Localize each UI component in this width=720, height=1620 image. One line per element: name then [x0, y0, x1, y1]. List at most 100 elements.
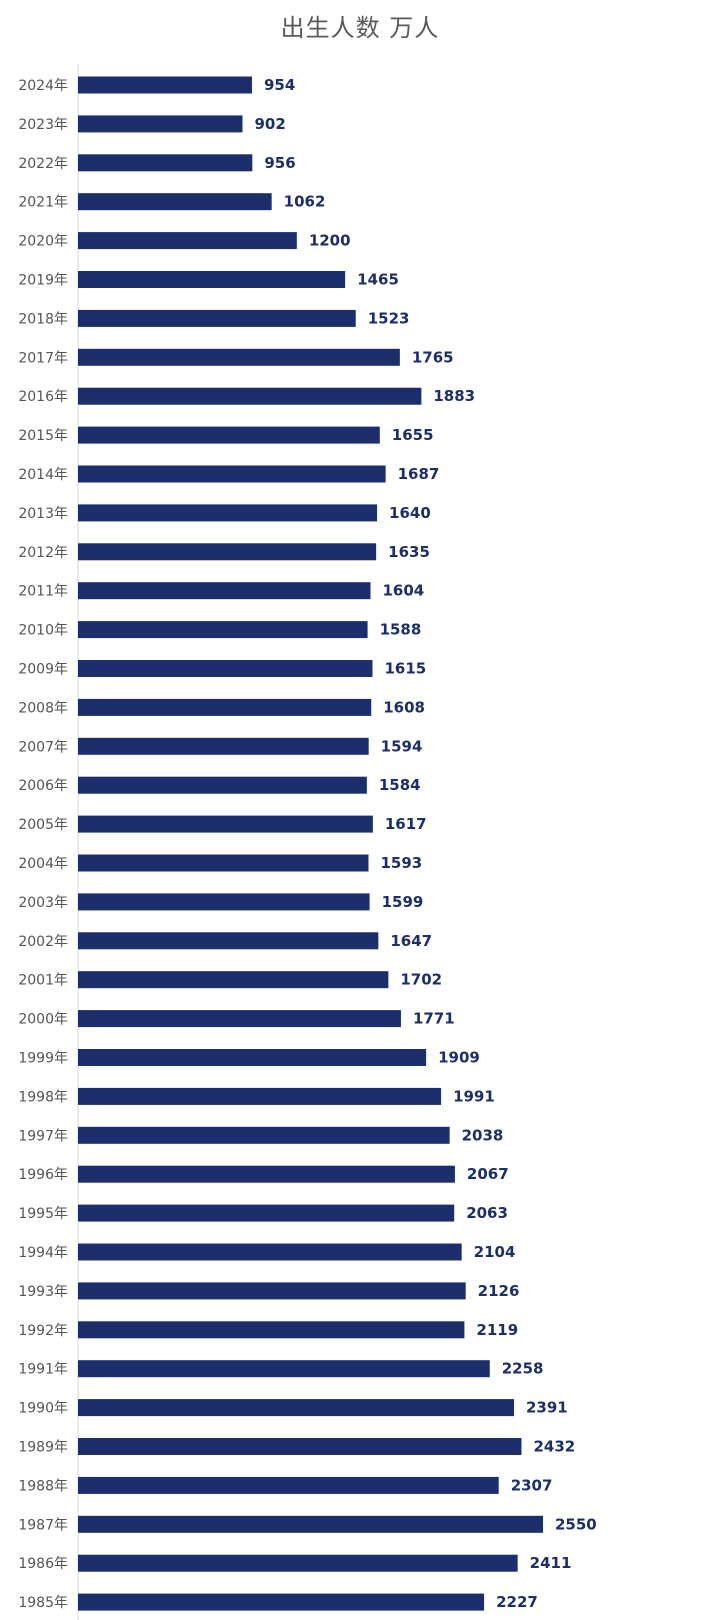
y-tick-label: 2017年 [18, 350, 68, 366]
bar [78, 193, 272, 211]
bar-value-label: 954 [264, 76, 295, 94]
bar [78, 893, 370, 911]
bar-value-label: 1594 [381, 737, 423, 755]
y-tick-label: 1988年 [18, 1478, 68, 1494]
bar [78, 1282, 466, 1300]
bar-value-label: 1765 [412, 348, 454, 366]
bar-value-label: 2307 [511, 1476, 553, 1494]
y-tick-label: 1990年 [18, 1401, 68, 1417]
y-tick-label: 1995年 [18, 1206, 68, 1222]
bar-value-label: 1617 [385, 815, 427, 833]
bar [78, 660, 373, 677]
y-tick-label: 1999年 [18, 1051, 68, 1067]
bar [78, 1049, 427, 1066]
bar [78, 1360, 490, 1378]
chart-title: 出生人数 万人 [280, 14, 440, 42]
bar [78, 1126, 450, 1144]
bar [78, 465, 386, 483]
bar [78, 1243, 462, 1261]
bar [78, 1593, 485, 1611]
bar-value-label: 1604 [382, 582, 424, 600]
bar-value-label: 2391 [526, 1399, 568, 1417]
bar-value-label: 956 [264, 154, 295, 172]
y-tick-label: 2006年 [18, 778, 68, 794]
bar-value-label: 1655 [392, 426, 434, 444]
y-tick-label: 2021年 [18, 195, 68, 211]
y-tick-label: 1996年 [18, 1167, 68, 1183]
bar-value-label: 1062 [284, 193, 326, 211]
bar [78, 309, 356, 327]
y-tick-label: 2016年 [18, 389, 68, 405]
y-tick-label: 2002年 [18, 934, 68, 950]
bar-value-label: 1599 [382, 893, 424, 911]
bar [78, 815, 373, 833]
bar-value-label: 1465 [357, 271, 399, 289]
bar-value-label: 1200 [309, 232, 351, 250]
bar [78, 1204, 455, 1222]
bar-value-label: 2550 [555, 1515, 597, 1533]
bar [78, 1165, 455, 1183]
y-tick-label: 2020年 [18, 234, 68, 250]
y-tick-label: 2010年 [18, 623, 68, 639]
bar [78, 154, 253, 172]
bar-value-label: 2258 [502, 1360, 544, 1378]
y-tick-label: 1998年 [18, 1089, 68, 1105]
bar [78, 76, 252, 94]
y-tick-label: 2024年 [18, 78, 68, 94]
y-tick-label: 1994年 [18, 1245, 68, 1261]
bar [78, 271, 346, 288]
y-tick-label: 2011年 [18, 584, 68, 600]
y-tick-label: 2005年 [18, 817, 68, 833]
bar [78, 971, 389, 989]
bar-value-label: 2063 [466, 1204, 508, 1222]
y-tick-label: 2018年 [18, 311, 68, 327]
bar [78, 426, 380, 444]
y-tick-label: 2001年 [18, 973, 68, 989]
bar [78, 115, 243, 133]
bar [78, 776, 367, 794]
bar-value-label: 1635 [388, 543, 430, 561]
y-tick-label: 1989年 [18, 1440, 68, 1456]
y-tick-label: 1985年 [18, 1595, 68, 1611]
bar [78, 737, 369, 755]
bar [78, 621, 368, 639]
y-tick-label: 2003年 [18, 895, 68, 911]
y-tick-label: 2007年 [18, 739, 68, 755]
bar [78, 232, 297, 250]
bar-value-label: 2411 [530, 1554, 572, 1572]
y-tick-label: 1992年 [18, 1323, 68, 1339]
bar-value-label: 2038 [462, 1126, 504, 1144]
y-tick-label: 1991年 [18, 1362, 68, 1378]
bar-value-label: 2432 [533, 1438, 575, 1456]
bar-value-label: 1588 [380, 621, 422, 639]
bar [78, 1515, 543, 1533]
bar-value-label: 1991 [453, 1087, 495, 1105]
bar-value-label: 1593 [380, 854, 422, 872]
y-tick-label: 2013年 [18, 506, 68, 522]
bar [78, 1399, 515, 1417]
bar-value-label: 1909 [438, 1049, 480, 1067]
bar-value-label: 1523 [368, 309, 410, 327]
bar-value-label: 1771 [413, 1010, 455, 1028]
bar-value-label: 2227 [496, 1593, 538, 1611]
y-tick-label: 2000年 [18, 1012, 68, 1028]
bar-value-label: 1702 [400, 971, 442, 989]
bar-value-label: 1883 [433, 387, 475, 405]
y-tick-label: 2015年 [18, 428, 68, 444]
bar-value-label: 1687 [398, 465, 440, 483]
bar-value-label: 902 [254, 115, 285, 133]
bar [78, 1087, 442, 1105]
bar [78, 543, 377, 561]
bar [78, 387, 422, 405]
bar-value-label: 2104 [474, 1243, 516, 1261]
bar-value-label: 1584 [379, 776, 421, 794]
bar [78, 854, 369, 872]
y-tick-label: 2012年 [18, 545, 68, 561]
bar-value-label: 2119 [476, 1321, 518, 1339]
y-tick-label: 2009年 [18, 662, 68, 678]
bar-value-label: 1608 [383, 698, 425, 716]
bar [78, 1554, 518, 1572]
bar [78, 582, 371, 600]
bar-value-label: 2067 [467, 1165, 509, 1183]
bar-value-label: 1640 [389, 504, 431, 522]
